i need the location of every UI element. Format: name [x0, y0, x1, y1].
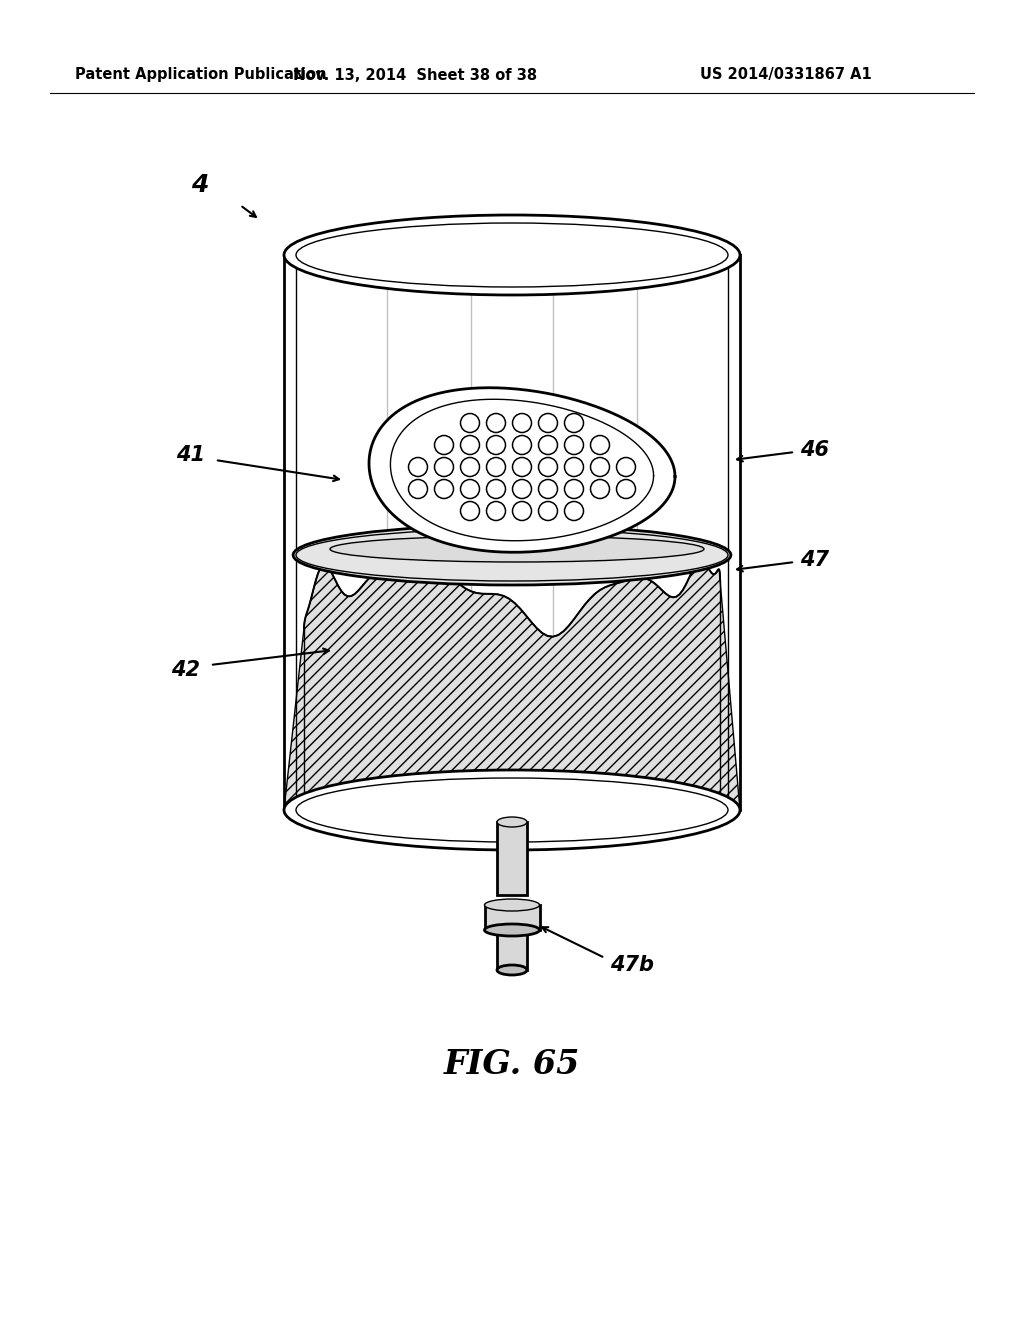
Text: Patent Application Publication: Patent Application Publication — [75, 67, 327, 82]
Text: 46: 46 — [800, 440, 829, 459]
Text: 42: 42 — [171, 660, 200, 680]
Ellipse shape — [497, 965, 527, 975]
Text: 4: 4 — [191, 173, 209, 197]
Bar — [484, 906, 540, 931]
Text: FIG. 65: FIG. 65 — [443, 1048, 581, 1081]
Polygon shape — [369, 388, 675, 552]
Text: US 2014/0331867 A1: US 2014/0331867 A1 — [700, 67, 871, 82]
Ellipse shape — [484, 924, 540, 936]
Ellipse shape — [330, 536, 705, 562]
Ellipse shape — [284, 215, 740, 294]
Ellipse shape — [497, 817, 527, 828]
Bar — [497, 931, 527, 970]
Text: 47b: 47b — [610, 954, 654, 975]
Ellipse shape — [296, 223, 728, 286]
Ellipse shape — [484, 899, 540, 911]
Text: 41: 41 — [176, 445, 205, 465]
Polygon shape — [284, 561, 740, 830]
Ellipse shape — [296, 777, 728, 842]
Ellipse shape — [296, 529, 728, 581]
Ellipse shape — [293, 525, 731, 585]
Ellipse shape — [284, 770, 740, 850]
Bar — [497, 822, 527, 895]
Text: Nov. 13, 2014  Sheet 38 of 38: Nov. 13, 2014 Sheet 38 of 38 — [293, 67, 537, 82]
Text: 47: 47 — [800, 550, 829, 570]
